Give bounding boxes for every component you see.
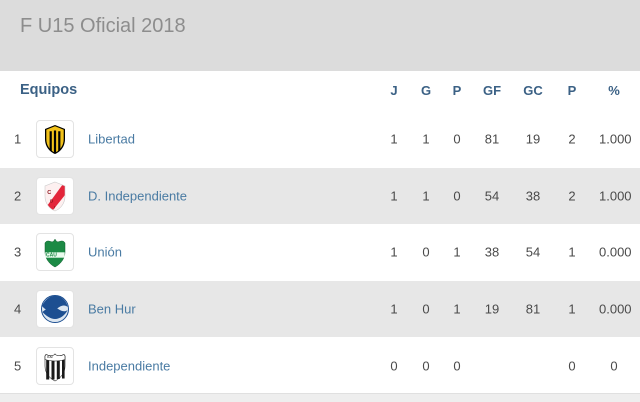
svg-text:I: I — [54, 204, 55, 209]
svg-text:CAU: CAU — [46, 253, 57, 259]
svg-text:C: C — [47, 190, 51, 196]
svg-text:CAI: CAI — [47, 355, 52, 359]
